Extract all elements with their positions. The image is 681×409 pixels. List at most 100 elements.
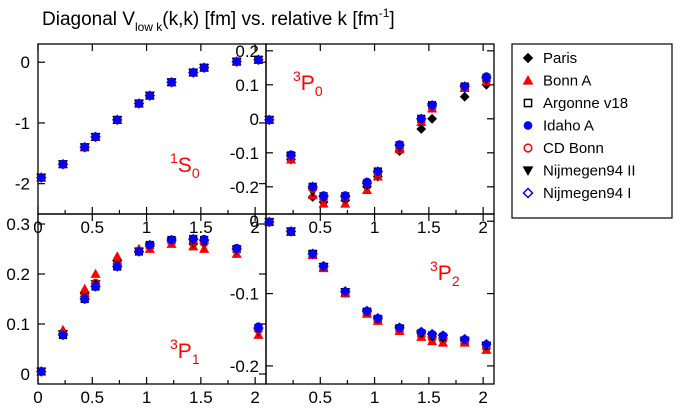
data-points xyxy=(263,72,492,208)
x-tick-label: 1 xyxy=(370,218,379,237)
y-tick-label: -1 xyxy=(15,114,30,133)
point xyxy=(187,67,199,78)
point xyxy=(426,99,438,111)
y-tick-label: -0.2 xyxy=(230,178,259,197)
point xyxy=(144,239,156,251)
y-tick-label: -2 xyxy=(15,175,30,194)
title-exponent: -1 xyxy=(379,6,390,20)
legend-marker xyxy=(522,166,534,177)
point xyxy=(166,234,177,246)
point xyxy=(427,113,438,124)
title-subscript: low k xyxy=(135,20,163,34)
point xyxy=(372,312,384,324)
panel-frame xyxy=(265,213,495,385)
x-tick-label: 2 xyxy=(478,218,487,237)
point xyxy=(415,113,427,125)
point xyxy=(263,114,275,126)
x-tick-label: 1 xyxy=(370,388,379,407)
point xyxy=(144,90,156,101)
series-nijmegen94-i xyxy=(35,233,264,377)
point xyxy=(90,131,101,143)
x-tick-label: 1.5 xyxy=(417,218,441,237)
series-cd-bonn xyxy=(264,73,491,204)
wave-label-3P0: 3P0 xyxy=(293,68,323,99)
legend-entry: Paris xyxy=(522,50,577,67)
point xyxy=(339,191,351,202)
legend-entry: Nijmegen94 I xyxy=(522,185,631,202)
legend-marker xyxy=(522,74,534,85)
y-tick-label: 0.3 xyxy=(6,215,30,234)
point xyxy=(111,261,123,272)
series-argonne-v18 xyxy=(37,234,263,376)
legend-entry: Nijmegen94 II xyxy=(522,163,636,180)
legend-marker xyxy=(522,52,534,64)
legend-entry: Idaho A xyxy=(523,118,594,135)
legend-marker xyxy=(523,143,533,153)
series-paris xyxy=(36,54,264,183)
y-tick-label: 0 xyxy=(21,365,30,384)
x-tick-label: 0.5 xyxy=(80,388,104,407)
series-argonne-v18 xyxy=(37,55,263,182)
y-tick-label: 0.1 xyxy=(6,315,30,334)
legend-marker xyxy=(523,98,533,108)
point xyxy=(231,243,242,255)
panel-3P1: 0 0.5 1 1.5 2 0.3 0.2 0.1 0 3P1 xyxy=(6,213,267,407)
data-points xyxy=(35,54,264,183)
point xyxy=(482,72,491,81)
y-tick-label: 0.2 xyxy=(235,42,259,61)
point xyxy=(263,216,275,228)
legend-marker xyxy=(523,121,533,130)
series-paris xyxy=(264,79,492,208)
point xyxy=(459,81,470,92)
legend-entry: Bonn A xyxy=(522,73,591,90)
series-paris xyxy=(36,236,264,377)
series-bonn-a xyxy=(36,238,264,376)
y-tick-label: 0 xyxy=(250,110,259,129)
legend-label: Idaho A xyxy=(543,118,594,135)
point xyxy=(79,293,90,305)
x-tick-label: 1.5 xyxy=(189,218,213,237)
x-tick-label: 1 xyxy=(142,388,151,407)
series-cd-bonn xyxy=(36,237,263,376)
x-tick-label: 0 xyxy=(33,388,42,407)
series-nijmegen94-i xyxy=(35,54,264,183)
point xyxy=(253,322,264,334)
point xyxy=(372,166,384,177)
x-tick-label: 2 xyxy=(250,218,259,237)
title-close: ] xyxy=(389,9,394,30)
point xyxy=(35,172,47,183)
y-tick-label: 0 xyxy=(21,53,30,72)
point xyxy=(426,328,438,340)
point xyxy=(459,333,470,345)
point xyxy=(481,72,492,84)
series-idaho-a xyxy=(37,234,263,376)
x-tick-label: 0.5 xyxy=(80,218,104,237)
x-tick-label: 1.5 xyxy=(189,388,213,407)
wave-label-3P1: 3P1 xyxy=(170,336,200,367)
point xyxy=(415,326,427,338)
point xyxy=(79,283,90,293)
point xyxy=(361,305,373,317)
series-nijmegen94-ii xyxy=(264,75,492,204)
legend-items: Paris Bonn A Argonne v18 Idaho A CD Bonn Nijm… xyxy=(522,50,636,202)
series-nijmegen94-i xyxy=(263,216,492,350)
y-tick-label: 0.1 xyxy=(235,76,259,95)
data-points xyxy=(35,233,264,377)
legend-box xyxy=(511,43,673,219)
point xyxy=(253,54,264,66)
point xyxy=(339,286,351,297)
series-idaho-a xyxy=(37,55,263,182)
legend: Paris Bonn A Argonne v18 Idaho A CD Bonn Nijm… xyxy=(511,43,673,219)
point xyxy=(285,150,297,161)
point xyxy=(166,76,177,88)
y-tick-label: -0.2 xyxy=(230,357,259,376)
point xyxy=(285,226,297,237)
chart-title: Diagonal Vlow k(k,k) [fm] vs. relative k… xyxy=(42,6,395,34)
point xyxy=(90,268,101,278)
series-bonn-a xyxy=(264,76,492,208)
point xyxy=(133,98,145,109)
legend-label: Nijmegen94 I xyxy=(543,185,631,202)
series-cd-bonn xyxy=(36,55,263,182)
